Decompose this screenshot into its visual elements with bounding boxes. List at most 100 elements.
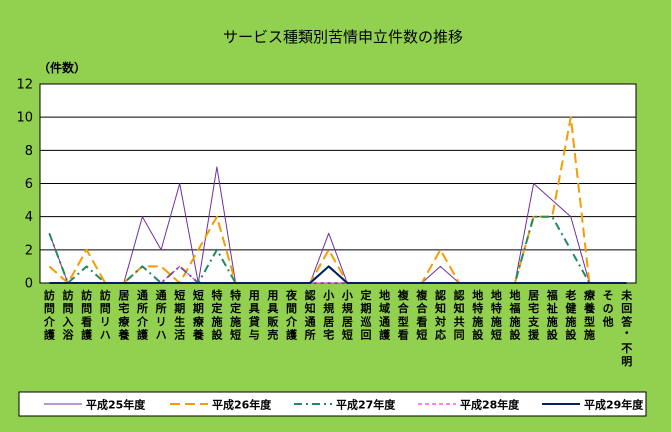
- series-line: [48, 166, 627, 284]
- y-tick-label: 6: [25, 177, 33, 192]
- svg-text:施: 施: [230, 314, 241, 328]
- svg-text:居: 居: [118, 289, 129, 302]
- svg-text:回: 回: [360, 328, 371, 342]
- svg-text:特: 特: [472, 301, 483, 315]
- svg-text:の: の: [603, 302, 614, 315]
- legend-entries: 平成25年度 平成26年度 平成27年度 平成28年度 平成29年度: [44, 398, 644, 412]
- svg-text:規: 規: [323, 301, 334, 315]
- svg-text:訪: 訪: [100, 288, 111, 302]
- svg-text:リ: リ: [100, 315, 111, 328]
- svg-text:護: 護: [137, 328, 149, 342]
- svg-text:与: 与: [249, 329, 260, 342]
- svg-text:複: 複: [397, 288, 410, 302]
- svg-text:定: 定: [211, 301, 222, 315]
- svg-text:認: 認: [435, 288, 446, 302]
- svg-text:療: 療: [584, 288, 596, 302]
- svg-text:護: 護: [81, 328, 93, 342]
- svg-text:特: 特: [230, 288, 241, 302]
- svg-text:明: 明: [621, 355, 632, 368]
- svg-text:未: 未: [620, 288, 633, 302]
- svg-text:販: 販: [267, 314, 279, 328]
- chart-title: サービス種類別苦情申立件数の推移: [223, 28, 463, 46]
- svg-text:護: 護: [44, 328, 56, 342]
- svg-text:問: 問: [81, 302, 92, 315]
- svg-text:健: 健: [565, 301, 577, 315]
- svg-text:答: 答: [621, 314, 633, 328]
- svg-text:問: 問: [100, 302, 111, 315]
- svg-text:短: 短: [416, 328, 427, 342]
- svg-text:期: 期: [193, 301, 204, 315]
- svg-text:複: 複: [415, 288, 428, 302]
- svg-text:活: 活: [174, 328, 185, 342]
- svg-text:養: 養: [193, 328, 204, 342]
- x-category-label: その他: [602, 289, 614, 328]
- svg-text:養: 養: [118, 328, 129, 342]
- svg-text:用: 用: [267, 289, 278, 302]
- legend-label: 平成25年度: [86, 398, 146, 412]
- svg-text:設: 設: [509, 328, 521, 342]
- svg-text:介: 介: [43, 314, 56, 328]
- svg-text:ハ: ハ: [100, 329, 111, 342]
- svg-text:生: 生: [174, 314, 185, 328]
- svg-text:設: 設: [565, 328, 577, 342]
- svg-text:問: 問: [62, 302, 73, 315]
- svg-text:療: 療: [193, 314, 205, 328]
- svg-text:同: 同: [454, 329, 465, 342]
- svg-text:施: 施: [509, 314, 520, 328]
- svg-text:施: 施: [565, 314, 576, 328]
- svg-text:宅: 宅: [528, 301, 539, 315]
- svg-text:居: 居: [528, 289, 539, 302]
- svg-text:通: 通: [379, 315, 390, 328]
- svg-text:具: 具: [267, 302, 278, 315]
- svg-text:用: 用: [249, 289, 260, 302]
- svg-text:通: 通: [156, 289, 167, 302]
- svg-text:施: 施: [584, 328, 595, 342]
- svg-text:具: 具: [249, 302, 260, 315]
- svg-text:設: 設: [472, 328, 484, 342]
- svg-text:施: 施: [472, 314, 483, 328]
- svg-text:養: 養: [584, 301, 595, 315]
- svg-text:福: 福: [508, 301, 520, 315]
- svg-text:問: 問: [44, 302, 55, 315]
- svg-text:通: 通: [137, 289, 148, 302]
- svg-text:対: 対: [434, 314, 446, 328]
- series-line: [49, 265, 627, 284]
- svg-text:売: 売: [267, 328, 278, 342]
- svg-text:特: 特: [211, 288, 222, 302]
- svg-text:訪: 訪: [62, 288, 73, 302]
- svg-text:規: 規: [342, 301, 353, 315]
- svg-text:所: 所: [156, 301, 167, 315]
- svg-text:訪: 訪: [44, 288, 55, 302]
- svg-text:所: 所: [305, 328, 316, 342]
- svg-text:居: 居: [323, 315, 334, 328]
- series-lines: [48, 116, 627, 284]
- svg-text:定: 定: [230, 301, 241, 315]
- svg-text:居: 居: [342, 315, 353, 328]
- y-tick-label: 2: [25, 243, 33, 258]
- svg-text:合: 合: [416, 301, 428, 315]
- y-tick-label: 12: [16, 78, 33, 93]
- svg-text:短: 短: [193, 288, 204, 302]
- svg-text:地: 地: [379, 288, 390, 302]
- svg-text:域: 域: [379, 301, 390, 315]
- legend-label: 平成27年度: [336, 398, 396, 412]
- svg-text:認: 認: [454, 288, 465, 302]
- svg-text:設: 設: [211, 328, 223, 342]
- svg-text:特: 特: [491, 301, 502, 315]
